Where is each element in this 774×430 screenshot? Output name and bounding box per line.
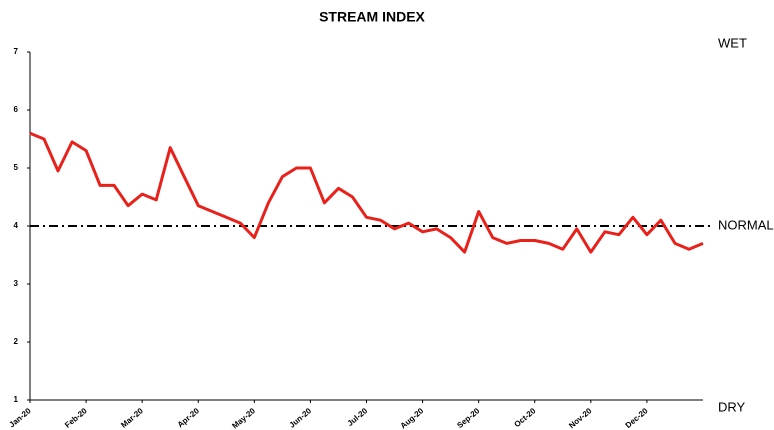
y-tick-label: 6	[14, 105, 19, 114]
y-tick-label: 2	[14, 337, 19, 346]
x-tick-label: Nov-20	[567, 406, 594, 430]
x-tick-label: Jan-20	[7, 406, 33, 430]
x-tick-label: Sep-20	[455, 406, 481, 430]
x-tick-label: May-20	[230, 406, 257, 430]
x-tick-label: Oct-20	[513, 406, 538, 429]
y-tick-label: 7	[14, 47, 19, 56]
annotation: NORMAL	[718, 217, 774, 232]
y-tick-label: 5	[14, 163, 19, 172]
x-tick-label: Feb-20	[63, 406, 89, 430]
x-tick-label: Jun-20	[288, 406, 314, 430]
x-tick-label: Aug-20	[399, 406, 426, 430]
x-tick-label: Apr-20	[176, 406, 202, 430]
x-tick-label: Jul-20	[346, 406, 370, 428]
chart-title: STREAM INDEX	[319, 9, 425, 25]
annotation: DRY	[718, 399, 746, 414]
y-tick-label: 3	[14, 279, 19, 288]
data-line	[29, 131, 704, 254]
y-tick-label: 1	[14, 395, 19, 404]
y-tick-label: 4	[14, 221, 19, 230]
annotation: WET	[718, 35, 747, 50]
x-tick-label: Mar-20	[119, 406, 145, 430]
x-tick-label: Dec-20	[624, 406, 650, 430]
